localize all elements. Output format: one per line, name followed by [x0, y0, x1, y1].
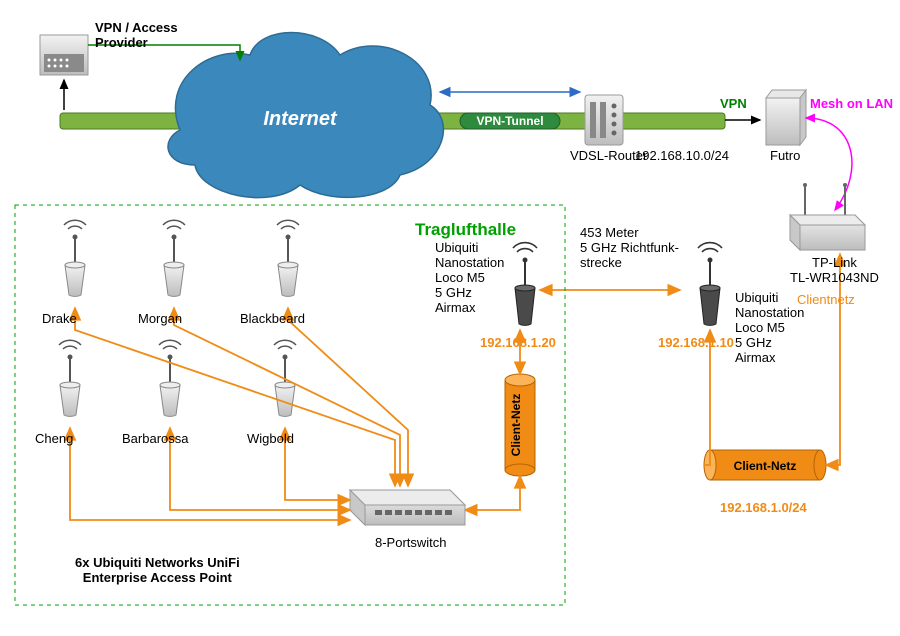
svg-text:Client-Netz: Client-Netz [509, 394, 523, 457]
ap-ap2 [163, 220, 185, 296]
vpn-provider-device [40, 35, 88, 75]
svg-text:Client-Netz: Client-Netz [734, 459, 797, 473]
clientnetz-label: Clientnetz [797, 292, 855, 307]
nanostation-right [698, 243, 722, 326]
ap-switch-links [70, 308, 408, 520]
ap2-label: Morgan [138, 311, 182, 326]
tplink-label: TP-Link TL-WR1043ND [790, 255, 879, 285]
traglufthalle-label: Traglufthalle [415, 220, 516, 240]
vpn-provider-label: VPN / Access Provider [95, 20, 178, 50]
client-netz-vertical: Client-Netz [505, 374, 535, 476]
vdsl-router [585, 95, 623, 145]
ap4-label: Cheng [35, 431, 73, 446]
switch-device [350, 490, 465, 525]
nano-right-label: Ubiquiti Nanostation Loco M5 5 GHz Airma… [735, 290, 804, 365]
ip-left-label: 192.168.1.20 [480, 335, 556, 350]
ap-caption: 6x Ubiquiti Networks UniFi Enterprise Ac… [75, 555, 240, 585]
vpn-tunnel-label: VPN-Tunnel [476, 114, 543, 128]
subnet1-label: 192.168.1.0/24 [720, 500, 807, 515]
cyl-to-tplink-link [826, 254, 840, 465]
cyl-to-switch-link [465, 476, 520, 510]
nano2-to-cyl-link [704, 330, 710, 465]
futro-label: Futro [770, 148, 800, 163]
client-netz-horizontal: Client-Netz [704, 450, 826, 480]
ap1-label: Drake [42, 311, 77, 326]
nano-left-label: Ubiquiti Nanostation Loco M5 5 GHz Airma… [435, 240, 504, 315]
mesh-label: Mesh on LAN [810, 96, 893, 111]
internet-cloud: Internet [168, 33, 443, 198]
futro-device [766, 90, 806, 145]
ap-ap5 [159, 340, 181, 416]
ap3-label: Blackbeard [240, 311, 305, 326]
ap-ap1 [64, 220, 86, 296]
ap-ap3 [277, 220, 299, 296]
ap5-label: Barbarossa [122, 431, 188, 446]
ip-right-label: 192.168.1.10 [658, 335, 734, 350]
nanostation-left [513, 243, 537, 326]
ap6-label: Wigbold [247, 431, 294, 446]
internet-label: Internet [263, 108, 338, 130]
subnet10-label: 192.168.10.0/24 [635, 148, 729, 163]
switch-label: 8-Portswitch [375, 535, 447, 550]
tplink-router [790, 183, 865, 250]
link-desc-label: 453 Meter 5 GHz Richtfunk- strecke [580, 225, 679, 270]
vpn-label: VPN [720, 96, 747, 111]
ap-ap4 [59, 340, 81, 416]
